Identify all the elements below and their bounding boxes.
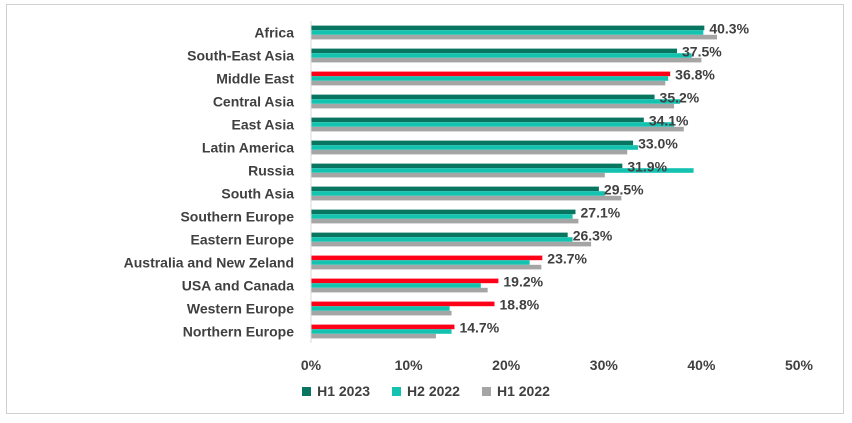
- bar: [311, 163, 623, 169]
- bar: [311, 99, 680, 104]
- category-label: Middle East: [216, 71, 294, 87]
- bar: [311, 310, 452, 316]
- bar: [311, 94, 655, 100]
- bar: [311, 209, 576, 215]
- bar: [311, 71, 671, 77]
- data-label: 31.9%: [627, 159, 667, 175]
- category-label: East Asia: [231, 117, 294, 133]
- category-label: Southern Europe: [180, 209, 294, 225]
- category-label: Eastern Europe: [191, 232, 295, 248]
- bar: [311, 195, 622, 201]
- x-tick-label: 40%: [687, 357, 716, 373]
- bar: [311, 140, 634, 146]
- bar: [311, 301, 495, 307]
- x-tick-label: 30%: [590, 357, 619, 373]
- data-label: 33.0%: [638, 136, 678, 152]
- bar: [311, 172, 605, 178]
- category-label: Latin America: [202, 140, 294, 156]
- bar: [311, 48, 677, 54]
- bar: [311, 25, 705, 31]
- data-label: 19.2%: [503, 274, 543, 290]
- bar: [311, 237, 573, 242]
- category-label: Russia: [248, 163, 294, 179]
- x-tick-label: 50%: [785, 357, 814, 373]
- bar: [311, 241, 592, 247]
- data-label: 27.1%: [581, 205, 621, 221]
- category-label: South-East Asia: [187, 48, 294, 64]
- data-label: 18.8%: [499, 297, 539, 313]
- bar: [311, 324, 455, 330]
- data-label: 29.5%: [604, 182, 644, 198]
- bar: [311, 149, 628, 155]
- data-label: 26.3%: [573, 228, 613, 244]
- legend-item-h2-2022: H2 2022: [392, 383, 460, 399]
- bar: [311, 57, 702, 63]
- category-label: Western Europe: [187, 301, 294, 317]
- bars-layer: [311, 25, 718, 339]
- bar: [311, 264, 542, 270]
- bar: [311, 145, 638, 150]
- category-label: USA and Canada: [182, 278, 294, 294]
- legend-item-h1-2023: H1 2023: [302, 383, 370, 399]
- legend-label: H1 2023: [317, 383, 371, 399]
- data-label: 37.5%: [682, 44, 722, 60]
- legend-label: H2 2022: [407, 383, 460, 399]
- legend-swatch-h1-2022: [481, 386, 491, 396]
- category-label: Africa: [254, 25, 294, 41]
- bar: [311, 103, 675, 109]
- bar: [311, 283, 481, 288]
- bar: [311, 168, 694, 173]
- bar: [311, 333, 436, 339]
- bar: [311, 80, 666, 86]
- legend-item-h1-2022: H1 2022: [481, 383, 550, 399]
- bar: [311, 76, 669, 81]
- bar: [311, 214, 573, 219]
- bar: [311, 191, 605, 196]
- bar: [311, 30, 704, 35]
- data-label: 36.8%: [675, 67, 715, 83]
- category-label: Australia and New Zeland: [124, 255, 294, 271]
- data-label: 23.7%: [547, 251, 587, 267]
- x-tick-label: 0%: [301, 357, 322, 373]
- bar: [311, 278, 499, 284]
- labels-layer: Africa 40.3% South-East Asia 37.5% Middle Ea…: [124, 21, 814, 374]
- bar: [311, 126, 684, 132]
- bar: [311, 53, 692, 58]
- category-label: Central Asia: [213, 94, 294, 110]
- bar: [311, 260, 530, 265]
- legend: H1 2023 H2 2022 H1 2022: [0, 383, 852, 399]
- category-label: South Asia: [221, 186, 294, 202]
- x-tick-label: 20%: [492, 357, 521, 373]
- data-label: 35.2%: [660, 90, 700, 106]
- bar: [311, 255, 543, 261]
- bar: [311, 287, 488, 293]
- bar: [311, 306, 450, 311]
- bar: [311, 232, 568, 238]
- legend-label: H1 2022: [496, 383, 550, 399]
- bar: [311, 218, 579, 224]
- bar: [311, 186, 599, 192]
- bar: [311, 329, 452, 334]
- data-label: 34.1%: [649, 113, 689, 129]
- bar: [311, 34, 718, 40]
- category-label: Northern Europe: [183, 324, 294, 340]
- data-label: 40.3%: [709, 21, 749, 37]
- legend-swatch-h2-2022: [392, 386, 402, 396]
- legend-swatch-h1-2023: [302, 386, 312, 396]
- bar: [311, 122, 675, 127]
- bar: [311, 117, 644, 123]
- data-label: 14.7%: [459, 320, 499, 336]
- x-tick-label: 10%: [395, 357, 424, 373]
